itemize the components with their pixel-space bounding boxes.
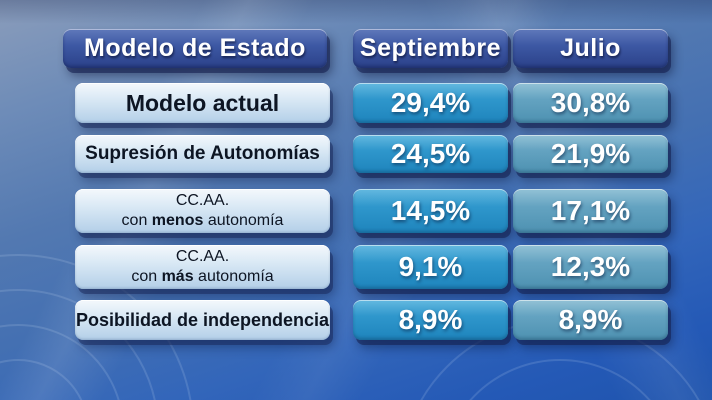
row-label-ccaa-menos-autonomia: CC.AA. con menos autonomía	[75, 189, 330, 233]
row-label-line2: con menos autonomía	[121, 212, 284, 229]
value-text: 17,1%	[550, 195, 631, 226]
value-text: 12,3%	[550, 251, 631, 282]
value-julio-ccaa-mas: 12,3%	[513, 245, 668, 289]
value-text: 30,8%	[550, 87, 631, 118]
value-septiembre-supresion: 24,5%	[353, 135, 508, 173]
row-label-text: Posibilidad de independencia	[75, 309, 330, 330]
row-label-posibilidad-independencia: Posibilidad de independencia	[75, 300, 330, 340]
value-julio-ccaa-menos: 17,1%	[513, 189, 668, 233]
row-label-text: Modelo actual	[125, 89, 280, 116]
value-text: 24,5%	[390, 138, 471, 169]
table-title: Modelo de Estado	[63, 29, 327, 68]
value-septiembre-independencia: 8,9%	[353, 300, 508, 340]
row-label-modelo-actual: Modelo actual	[75, 83, 330, 123]
value-septiembre-ccaa-mas: 9,1%	[353, 245, 508, 289]
row-label-text: CC.AA. con más autonomía	[131, 247, 273, 287]
value-septiembre-modelo-actual: 29,4%	[353, 83, 508, 123]
column-header-julio-label: Julio	[560, 34, 621, 62]
row-label-line1: CC.AA.	[175, 192, 230, 209]
column-header-septiembre: Septiembre	[353, 29, 508, 68]
table-title-label: Modelo de Estado	[84, 34, 306, 62]
value-julio-supresion: 21,9%	[513, 135, 668, 173]
column-header-septiembre-label: Septiembre	[359, 34, 502, 62]
value-julio-modelo-actual: 30,8%	[513, 83, 668, 123]
column-header-julio: Julio	[513, 29, 668, 68]
value-text: 21,9%	[550, 138, 631, 169]
value-septiembre-ccaa-menos: 14,5%	[353, 189, 508, 233]
row-label-text: Supresión de Autonomías	[85, 143, 320, 164]
row-label-line2: con más autonomía	[131, 268, 274, 285]
row-label-ccaa-mas-autonomia: CC.AA. con más autonomía	[75, 245, 330, 289]
value-text: 8,9%	[558, 304, 623, 335]
value-text: 14,5%	[390, 195, 471, 226]
value-julio-independencia: 8,9%	[513, 300, 668, 340]
value-text: 9,1%	[398, 251, 463, 282]
value-text: 29,4%	[390, 87, 471, 118]
value-text: 8,9%	[398, 304, 463, 335]
row-label-line1: CC.AA.	[175, 248, 230, 265]
row-label-text: CC.AA. con menos autonomía	[122, 191, 284, 231]
row-label-supresion-autonomias: Supresión de Autonomías	[75, 135, 330, 173]
